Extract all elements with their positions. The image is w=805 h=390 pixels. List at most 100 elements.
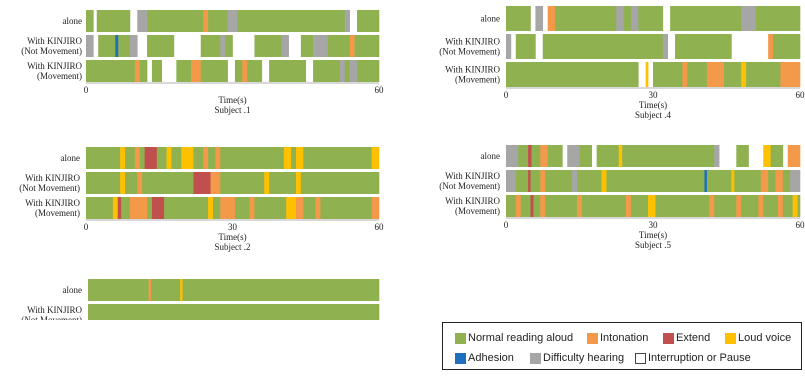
x-tick-label: 60 — [796, 90, 805, 100]
chart-title: Subject .1 — [215, 105, 251, 115]
segment-loud — [264, 172, 270, 194]
segment-normal — [724, 62, 742, 87]
legend-item-intonation: Intonation — [587, 332, 648, 344]
segment-normal — [579, 145, 593, 167]
row-label: (Not Movement) — [21, 315, 82, 320]
segment-intonation — [540, 195, 546, 217]
segment-intonation — [540, 170, 546, 192]
row-label: (Movement) — [455, 206, 500, 216]
segment-loud — [371, 147, 380, 169]
segment-difficulty — [220, 35, 226, 57]
chart-title: Subject .4 — [635, 110, 671, 120]
segment-normal — [533, 195, 541, 217]
segment-normal — [182, 279, 380, 301]
segment-normal — [151, 60, 162, 82]
segment-extend — [193, 172, 211, 194]
segment-difficulty — [313, 35, 329, 57]
legend-label: Intonation — [600, 332, 649, 344]
legend-label: Adhesion — [468, 352, 514, 364]
segment-normal — [139, 60, 148, 82]
segment-intonation — [577, 195, 583, 217]
segment-normal — [357, 10, 380, 32]
segment-intonation — [203, 10, 209, 32]
segment-loud — [180, 279, 183, 301]
segment-normal — [797, 195, 801, 217]
segment-loud — [283, 147, 292, 169]
segment-normal — [327, 35, 350, 57]
segment-loud — [120, 172, 126, 194]
segment-extend — [528, 145, 532, 167]
segment-intonation — [758, 195, 764, 217]
segment-intonation — [547, 6, 556, 31]
segment-loud — [645, 62, 649, 87]
segment-normal — [147, 197, 153, 219]
segment-normal — [763, 195, 779, 217]
segment-normal — [220, 147, 285, 169]
segment-normal — [741, 195, 759, 217]
segment-loud — [618, 145, 623, 167]
segment-normal — [86, 172, 121, 194]
segment-difficulty — [506, 145, 519, 167]
segment-normal — [630, 195, 649, 217]
segment-loud — [295, 147, 304, 169]
segment-loud — [792, 195, 798, 217]
segment-normal — [254, 35, 282, 57]
legend-swatch-loud — [725, 332, 736, 344]
segment-normal — [208, 10, 228, 32]
row-label: (Movement) — [37, 71, 82, 81]
row-label: (Not Movement) — [21, 46, 82, 56]
legend-swatch-difficulty — [530, 352, 541, 364]
segment-difficulty — [506, 34, 512, 59]
segment-normal — [714, 195, 737, 217]
segment-normal — [577, 170, 602, 192]
segment-loud — [741, 62, 747, 87]
legend-item-normal: Normal reading aloud — [455, 332, 573, 344]
x-tick-label: 30 — [649, 90, 659, 100]
segment-extend — [117, 197, 122, 219]
segment-normal — [357, 60, 380, 82]
segment-normal — [344, 60, 350, 82]
segment-intonation — [315, 197, 321, 219]
segment-normal — [770, 145, 784, 167]
segment-normal — [606, 170, 705, 192]
segment-difficulty — [741, 6, 757, 31]
segment-normal — [596, 145, 619, 167]
segment-normal — [156, 147, 167, 169]
segment-normal — [208, 147, 216, 169]
segment-difficulty — [344, 10, 350, 32]
x-axis-label: Time(s) — [218, 232, 246, 242]
x-tick-label: 60 — [375, 85, 385, 95]
segment-normal — [86, 10, 94, 32]
x-tick-label: 0 — [504, 220, 509, 230]
segment-intonation — [760, 170, 769, 192]
segment-normal — [139, 147, 145, 169]
segment-normal — [506, 6, 531, 31]
segment-difficulty — [227, 10, 238, 32]
segment-adhesion — [115, 35, 119, 57]
segment-difficulty — [790, 170, 801, 192]
segment-intonation — [540, 145, 548, 167]
x-tick-label: 30 — [649, 220, 659, 230]
row-label: alone — [63, 16, 83, 26]
segment-difficulty — [506, 170, 517, 192]
segment-normal — [200, 60, 228, 82]
chart-title: Subject .5 — [635, 240, 671, 250]
row-label: (Movement) — [35, 208, 80, 218]
segment-loud — [295, 172, 302, 194]
segment-normal — [212, 197, 221, 219]
segment-intonation — [706, 62, 725, 87]
segment-intonation — [148, 279, 152, 301]
segment-normal — [121, 197, 131, 219]
legend-item-loud: Loud voice — [725, 332, 791, 344]
segment-normal — [86, 60, 136, 82]
legend-item-difficulty: Difficulty hearing — [530, 352, 624, 364]
segment-intonation — [190, 60, 202, 82]
segment-extend — [144, 147, 158, 169]
row-label: With KINJIRO — [25, 173, 80, 183]
segment-normal — [320, 197, 372, 219]
segment-normal — [736, 145, 749, 167]
row-label: alone — [481, 151, 501, 161]
row-label: (Not Movement) — [19, 183, 80, 193]
segment-normal — [303, 197, 316, 219]
segment-extend — [528, 170, 531, 192]
